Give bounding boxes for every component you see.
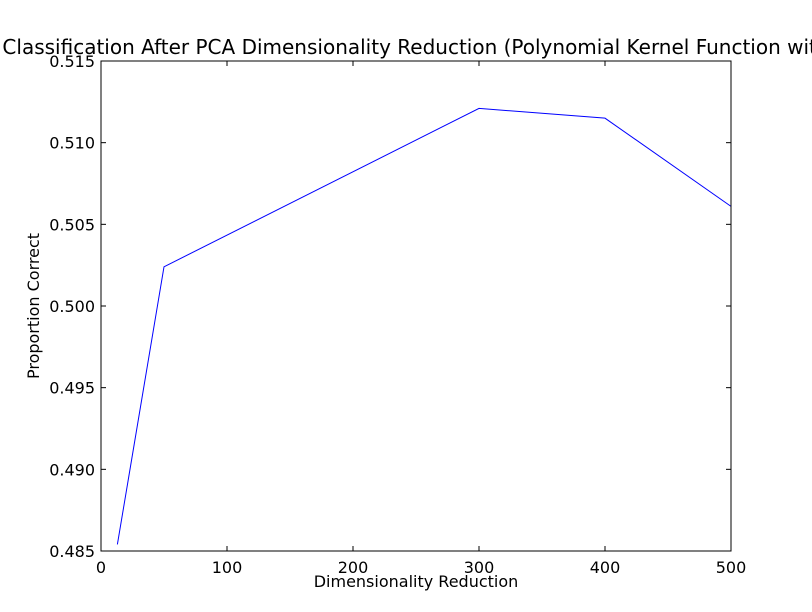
y-tick-label: 0.515 xyxy=(49,52,95,71)
y-tick-label: 0.500 xyxy=(49,297,95,316)
plot-area xyxy=(116,107,732,545)
y-tick-label: 0.510 xyxy=(49,134,95,153)
y-tick-label: 0.490 xyxy=(49,460,95,479)
x-tick-label: 100 xyxy=(212,558,243,577)
y-tick-label: 0.495 xyxy=(49,379,95,398)
series-line-1 xyxy=(116,107,732,545)
x-axis-label: Dimensionality Reduction xyxy=(314,572,519,591)
y-tick-label: 0.505 xyxy=(49,215,95,234)
y-axis: 0.485 0.490 0.495 0.500 0.505 0.510 0.515 xyxy=(49,52,731,561)
y-axis-label: Proportion Correct xyxy=(24,233,43,379)
axes-frame xyxy=(100,60,732,552)
x-axis: 0 100 200 300 400 500 xyxy=(96,61,746,577)
x-tick-label: 500 xyxy=(716,558,747,577)
chart-title: Classification After PCA Dimensionality … xyxy=(2,35,812,59)
x-tick-label: 300 xyxy=(464,558,495,577)
x-tick-label: 400 xyxy=(590,558,621,577)
y-tick-label: 0.485 xyxy=(49,542,95,561)
x-tick-label: 0 xyxy=(96,558,106,577)
x-tick-label: 200 xyxy=(338,558,369,577)
